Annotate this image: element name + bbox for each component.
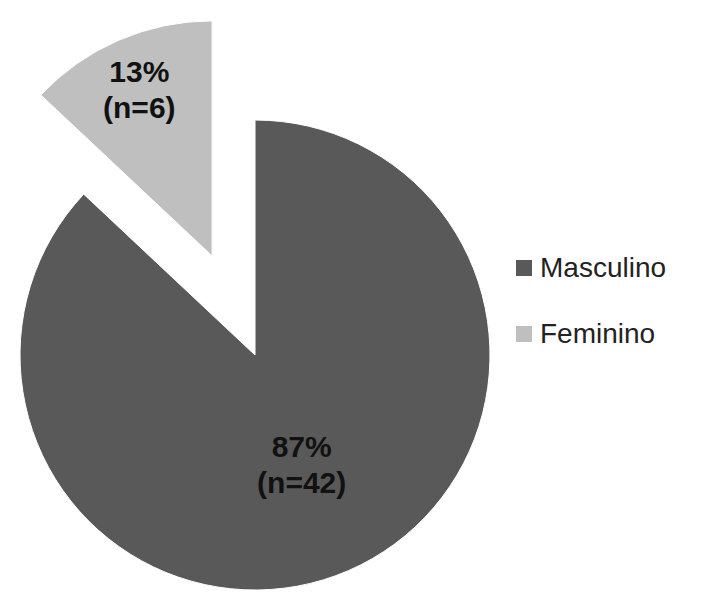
html-text:Masculino: Masculino bbox=[540, 252, 667, 283]
svg-text:87%(n=42): 87%(n=42) bbox=[257, 430, 346, 499]
html-text:Feminino: Feminino bbox=[540, 318, 656, 349]
svg-text:13%(n=6): 13%(n=6) bbox=[103, 55, 176, 124]
